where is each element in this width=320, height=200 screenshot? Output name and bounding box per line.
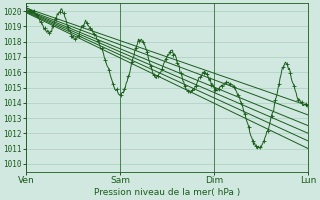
X-axis label: Pression niveau de la mer( hPa ): Pression niveau de la mer( hPa ) (94, 188, 240, 197)
